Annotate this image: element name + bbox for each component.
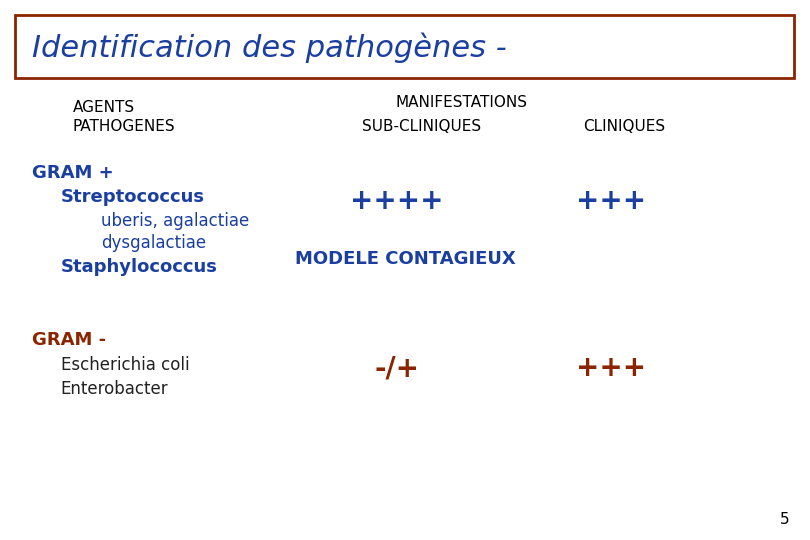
Text: MODELE CONTAGIEUX: MODELE CONTAGIEUX bbox=[295, 250, 515, 268]
Text: 5: 5 bbox=[780, 511, 790, 526]
Text: dysgalactiae: dysgalactiae bbox=[101, 234, 207, 252]
Text: Identification des pathogènes -: Identification des pathogènes - bbox=[32, 32, 507, 63]
Text: GRAM -: GRAM - bbox=[32, 331, 107, 349]
Text: Staphylococcus: Staphylococcus bbox=[61, 258, 218, 276]
Text: GRAM +: GRAM + bbox=[32, 164, 114, 182]
Text: ++++: ++++ bbox=[350, 187, 444, 215]
Text: Streptococcus: Streptococcus bbox=[61, 188, 205, 206]
FancyBboxPatch shape bbox=[15, 15, 794, 78]
Text: +++: +++ bbox=[577, 354, 646, 382]
Text: MANIFESTATIONS: MANIFESTATIONS bbox=[396, 95, 527, 110]
Text: uberis, agalactiae: uberis, agalactiae bbox=[101, 212, 249, 231]
Text: CLINIQUES: CLINIQUES bbox=[582, 119, 665, 134]
Text: SUB-CLINIQUES: SUB-CLINIQUES bbox=[361, 119, 481, 134]
Text: Escherichia coli: Escherichia coli bbox=[61, 355, 190, 374]
Text: -/+: -/+ bbox=[374, 354, 420, 382]
Text: AGENTS: AGENTS bbox=[73, 100, 135, 116]
Text: +++: +++ bbox=[577, 187, 646, 215]
Text: PATHOGENES: PATHOGENES bbox=[73, 119, 176, 134]
Text: Enterobacter: Enterobacter bbox=[61, 380, 168, 398]
